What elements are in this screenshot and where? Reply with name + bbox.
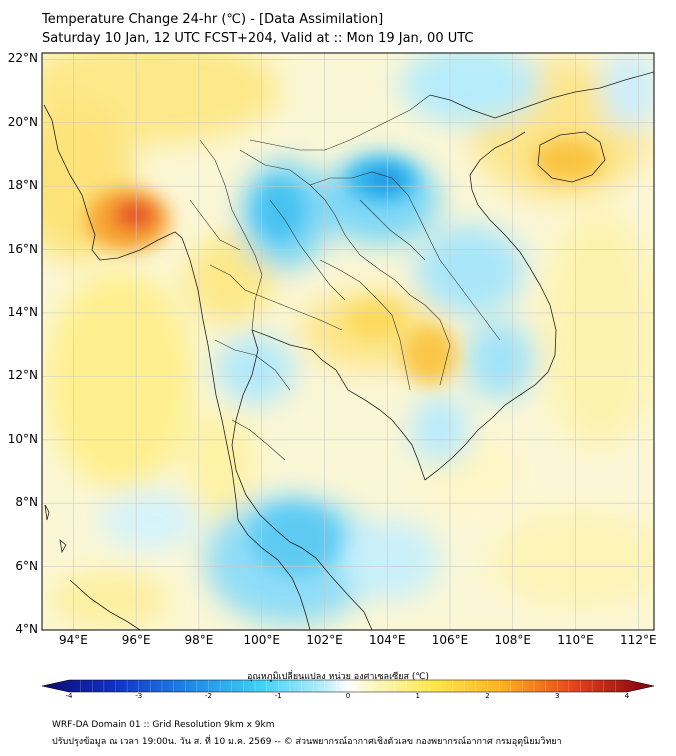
latitude-label: 22°N [7, 51, 38, 66]
longitude-label: 108°E [494, 633, 532, 647]
latitude-label: 10°N [7, 431, 38, 446]
map-title: Temperature Change 24-hr (℃) - [Data Ass… [42, 12, 384, 27]
coastlines [43, 71, 654, 630]
update-info: ปรับปรุงข้อมูล ณ เวลา 19:00น. วัน ส. ที่… [52, 737, 562, 747]
colorbar-tick-label: -4 [65, 692, 73, 700]
longitude-label: 102°E [306, 633, 343, 647]
temperature-field [42, 53, 654, 630]
colorbar-title: อุณหภูมิเปลี่ยนแปลง หน่วย องศาเซลเซียส (… [246, 672, 430, 682]
colorbar-tick-label: -2 [205, 692, 212, 700]
colorbar-tick-label: 3 [555, 692, 560, 700]
longitude-label: 104°E [368, 633, 406, 647]
latitude-label: 4°N [15, 622, 38, 636]
longitude-label: 106°E [431, 633, 469, 647]
model-info: WRF-DA Domain 01 :: Grid Resolution 9km … [52, 720, 275, 730]
longitude-label: 96°E [121, 633, 151, 647]
graticule [42, 53, 654, 631]
colorbar-tick-label: 0 [345, 692, 351, 700]
latitude-label: 14°N [7, 304, 38, 319]
colorbar-tick-label: -1 [274, 692, 282, 700]
colorbar [41, 679, 655, 693]
colorbar-tick-label: 1 [415, 692, 420, 700]
longitude-label: 98°E [184, 633, 214, 647]
longitude-label: 94°E [58, 633, 88, 647]
colorbar-tick-label: 4 [624, 692, 630, 700]
longitude-label: 112°E [620, 633, 657, 647]
colorbar-tick-label: 2 [485, 692, 490, 700]
longitude-label: 110°E [557, 633, 594, 647]
latitude-label: 18°N [7, 178, 38, 193]
latitude-label: 8°N [15, 495, 38, 510]
latitude-label: 12°N [7, 368, 38, 383]
latitude-label: 20°N [7, 114, 38, 129]
admin-borders [189, 94, 501, 461]
latitude-label: 16°N [7, 241, 38, 256]
colorbar-tick-label: -3 [135, 692, 143, 700]
latitude-label: 6°N [15, 558, 38, 573]
longitude-label: 100°E [243, 633, 280, 647]
plot-frame [41, 52, 655, 631]
map-subtitle: Saturday 10 Jan, 12 UTC FCST+204, Valid … [42, 31, 474, 46]
